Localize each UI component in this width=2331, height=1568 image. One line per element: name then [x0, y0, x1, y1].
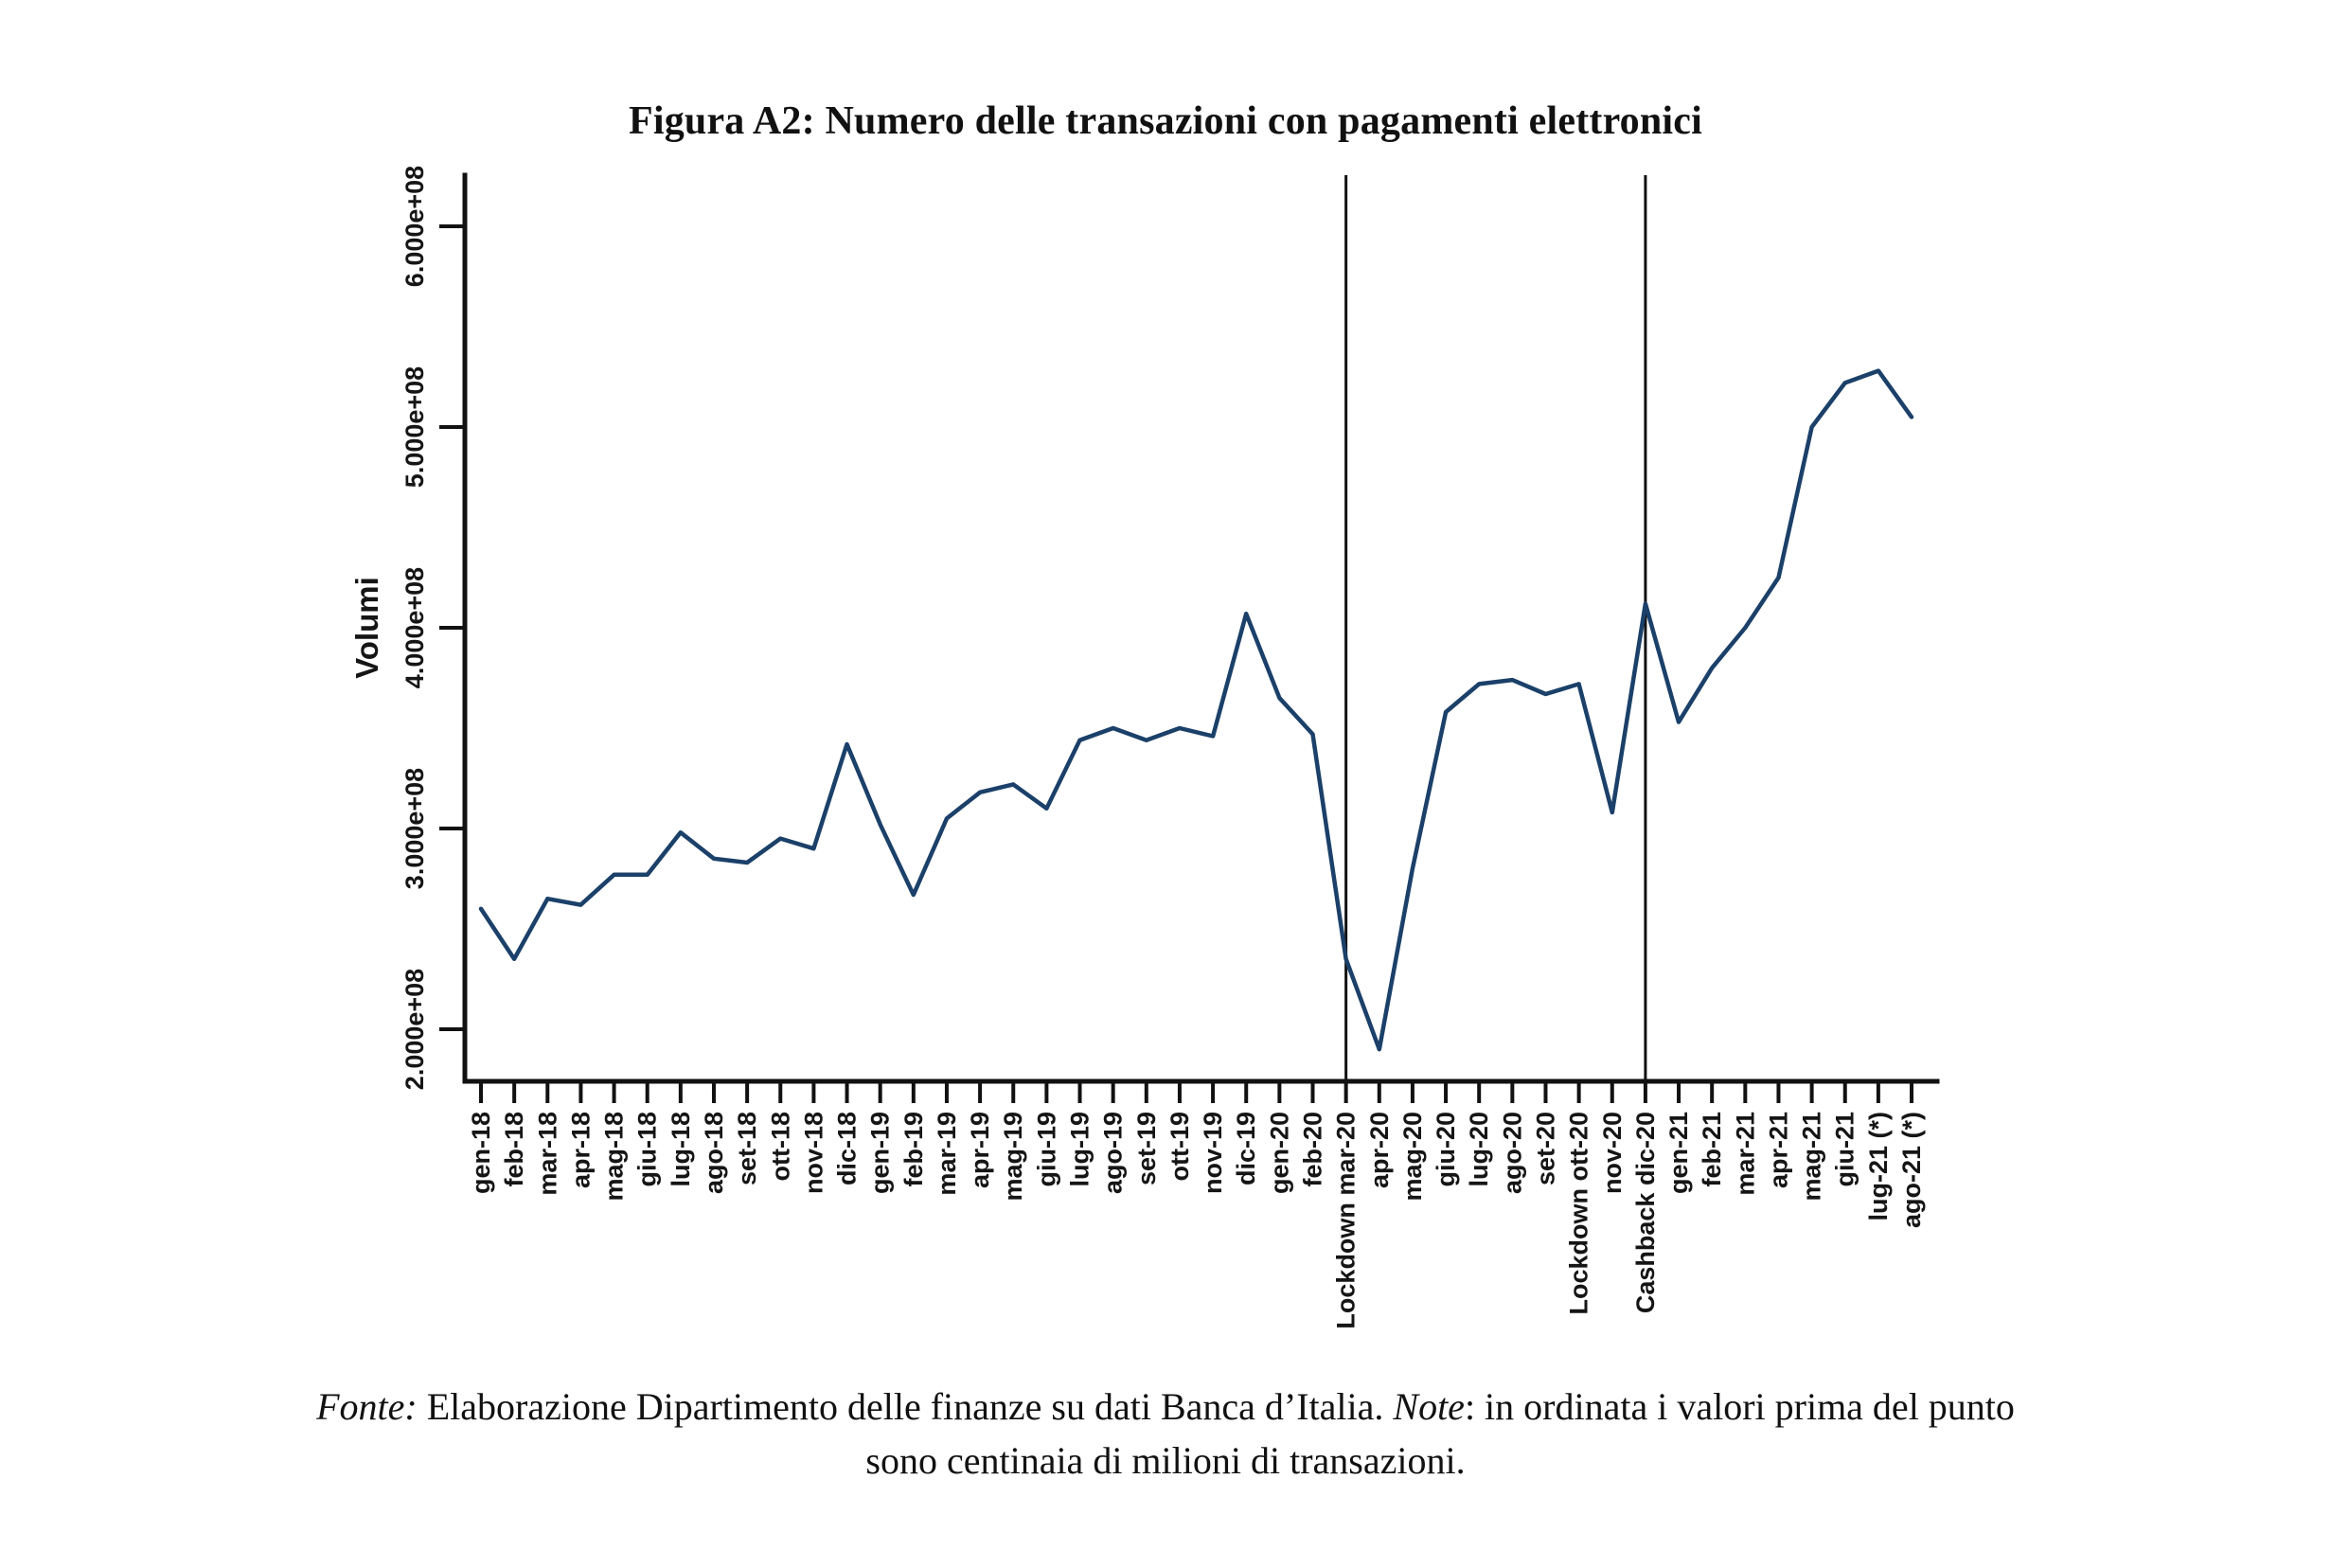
- note-body-line1: : in ordinata i valori prima del punto: [1464, 1385, 2015, 1428]
- fonte-body: Elaborazione Dipartimento delle finanze …: [417, 1385, 1394, 1428]
- y-tick-label: 4.000e+08: [400, 567, 429, 688]
- x-tick-label: giu-20: [1432, 1112, 1460, 1187]
- x-tick-label: giu-18: [633, 1112, 662, 1187]
- x-tick-label: lug-21 (*): [1864, 1112, 1893, 1221]
- x-tick-label: mag-21: [1798, 1112, 1826, 1202]
- x-tick-label: dic-19: [1232, 1112, 1260, 1185]
- x-tick-label: ott-18: [766, 1112, 794, 1182]
- x-tick-label: apr-19: [966, 1112, 994, 1188]
- figure-footnote: Fonte: Elaborazione Dipartimento delle f…: [77, 1381, 2254, 1488]
- note-label: Note: [1393, 1385, 1465, 1428]
- x-tick-label: mar-19: [933, 1112, 961, 1196]
- x-tick-label: ott-19: [1166, 1112, 1194, 1182]
- x-tick-label: feb-20: [1299, 1112, 1327, 1187]
- x-tick-label: apr-18: [566, 1112, 595, 1188]
- figure-title: Figura A2: Numero delle transazioni con …: [628, 99, 1703, 143]
- x-tick-label: gen-19: [866, 1112, 895, 1194]
- x-tick-label: set-20: [1531, 1112, 1559, 1185]
- y-axis-title: Volumi: [349, 577, 384, 679]
- x-tick-label: mar-21: [1731, 1112, 1759, 1196]
- x-tick-label: mag-18: [600, 1112, 629, 1202]
- y-tick-label: 5.000e+08: [400, 366, 429, 488]
- x-tick-label: lug-20: [1465, 1112, 1493, 1187]
- x-tick-label: feb-19: [899, 1112, 928, 1187]
- note-body-line2: sono centinaia di milioni di transazioni…: [865, 1438, 1466, 1482]
- x-tick-label: mag-20: [1398, 1112, 1427, 1202]
- y-tick-label: 6.000e+08: [400, 166, 429, 287]
- x-tick-label: ago-19: [1099, 1112, 1128, 1194]
- x-tick-label: nov-20: [1598, 1112, 1627, 1194]
- x-tick-label: giu-21: [1831, 1112, 1859, 1187]
- x-tick-label: ago-18: [700, 1112, 728, 1194]
- x-tick-label: apr-20: [1365, 1112, 1394, 1188]
- y-tick-label: 3.000e+08: [400, 768, 429, 889]
- x-tick-label: lug-18: [667, 1112, 695, 1187]
- x-tick-label: ago-20: [1498, 1112, 1526, 1194]
- x-tick-label: dic-18: [833, 1112, 862, 1185]
- x-tick-label: Lockdown ott-20: [1565, 1112, 1593, 1315]
- x-tick-label: mar-18: [533, 1112, 561, 1196]
- x-tick-label: ago-21 (*): [1897, 1112, 1926, 1228]
- x-tick-label: set-19: [1132, 1112, 1161, 1185]
- x-tick-label: Cashback dic-20: [1631, 1112, 1660, 1313]
- x-tick-label: set-18: [733, 1112, 761, 1185]
- x-tick-label: nov-18: [799, 1112, 827, 1194]
- x-tick-label: gen-18: [467, 1112, 495, 1194]
- x-tick-label: lug-19: [1066, 1112, 1094, 1187]
- x-tick-label: apr-21: [1764, 1112, 1792, 1188]
- x-tick-label: gen-20: [1265, 1112, 1293, 1194]
- y-tick-label: 2.000e+08: [400, 969, 429, 1090]
- data-line-volumi: [478, 368, 1914, 1052]
- x-tick-label: feb-21: [1698, 1112, 1726, 1187]
- axes: [462, 172, 1940, 1084]
- x-tick-label: nov-19: [1199, 1112, 1227, 1194]
- x-tick-label: mag-19: [999, 1112, 1027, 1202]
- x-tick-label: gen-21: [1664, 1112, 1693, 1194]
- x-tick-label: Lockdown mar-20: [1332, 1112, 1361, 1329]
- fonte-label: Fonte:: [316, 1385, 418, 1428]
- x-tick-label: giu-19: [1032, 1112, 1060, 1187]
- x-tick-label: feb-18: [500, 1112, 528, 1187]
